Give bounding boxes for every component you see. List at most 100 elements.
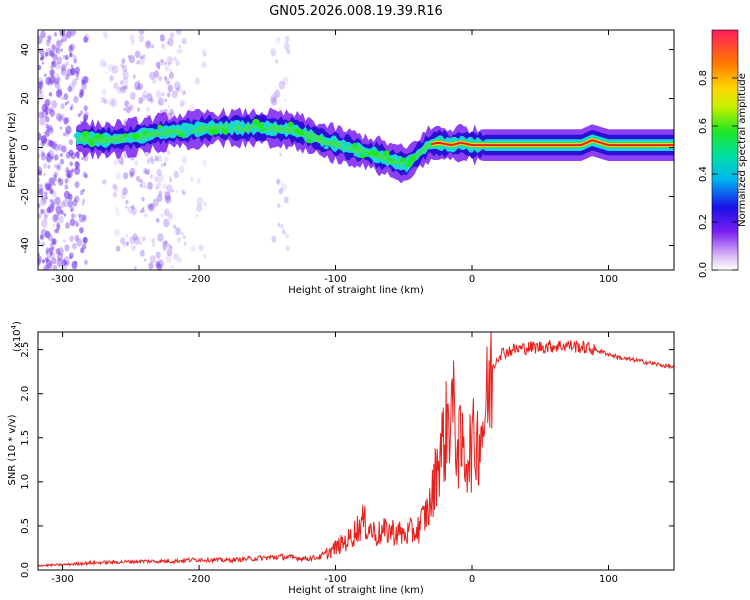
- spectrogram-noise-point: [113, 159, 118, 166]
- spectrogram-noise-point: [43, 99, 50, 109]
- spectrogram-noise-point: [44, 98, 51, 107]
- spectrogram-noise-point: [286, 49, 291, 55]
- spectrogram-noise-point: [44, 73, 47, 77]
- spectrogram-noise-point: [49, 127, 54, 134]
- spectrogram-noise-point: [43, 191, 48, 197]
- spectrogram-noise-point: [178, 44, 181, 48]
- spectrogram-noise-point: [45, 195, 48, 200]
- spectrogram-noise-point: [203, 53, 207, 58]
- spectrogram-noise-point: [39, 48, 45, 57]
- spectrogram-noise-point: [40, 194, 45, 201]
- spectrogram-noise-point: [136, 86, 139, 90]
- spectrogram-ridge-blob: [157, 128, 164, 133]
- spectrogram-noise-point: [76, 223, 79, 227]
- spectrogram-noise-point: [38, 111, 44, 119]
- spectrogram-noise-point: [122, 85, 126, 91]
- spectrogram-noise-point: [67, 100, 70, 104]
- spectrogram-noise-point: [142, 54, 146, 59]
- spectrogram-noise-point: [57, 165, 60, 170]
- colorbar-tick-label: 0.0: [698, 262, 709, 278]
- spectrogram-x-tick-label: -300: [51, 274, 74, 285]
- spectrogram-noise-point: [166, 92, 171, 98]
- spectrogram-noise-point: [51, 198, 55, 203]
- spectrogram-noise-point: [138, 97, 143, 104]
- spectrogram-noise-point: [134, 50, 141, 59]
- spectrogram-noise-point: [138, 34, 145, 43]
- spectrogram-noise-point: [182, 235, 186, 239]
- spectrogram-noise-point: [129, 34, 135, 42]
- spectrogram-noise-point: [77, 113, 81, 118]
- spectrogram-noise-point: [177, 256, 182, 264]
- spectrogram-noise-point: [57, 177, 62, 183]
- spectrogram-noise-point: [64, 102, 68, 106]
- spectrogram-noise-point: [34, 246, 37, 250]
- spectrogram-noise-point: [64, 244, 70, 252]
- spectrogram-noise-point: [33, 238, 37, 243]
- spectrogram-noise-point: [178, 165, 185, 174]
- spectrogram-ridge-blob: [352, 142, 358, 148]
- spectrogram-noise-point: [181, 37, 187, 45]
- spectrogram-ridge-blob: [168, 125, 175, 130]
- spectrogram-ridge-blob: [373, 157, 382, 164]
- spectrogram-noise-point: [45, 138, 52, 148]
- spectrogram-noise-point: [53, 143, 60, 152]
- spectrogram-noise-point: [125, 241, 129, 246]
- spectrogram-noise-point: [143, 167, 148, 174]
- spectrogram-noise-point: [78, 91, 84, 99]
- spectrogram-noise-point: [38, 203, 40, 210]
- spectrogram-noise-point: [173, 252, 179, 261]
- spectrogram-noise-point: [139, 178, 143, 184]
- spectrogram-noise-point: [112, 183, 117, 190]
- spectrogram-noise-point: [81, 82, 87, 91]
- spectrogram-noise-point: [284, 99, 287, 103]
- spectrogram-noise-point: [81, 157, 84, 161]
- spectrogram-noise-point: [181, 156, 188, 164]
- spectrogram-noise-point: [43, 208, 50, 217]
- snr-y-tick-label: 1.0: [20, 474, 31, 490]
- spectrogram-noise-point: [46, 232, 53, 241]
- spectrogram-noise-point: [45, 111, 49, 115]
- spectrogram-noise-point: [33, 115, 37, 120]
- spectrogram-noise-point: [51, 202, 56, 207]
- spectrogram-noise-point: [55, 47, 61, 54]
- spectrogram-noise-point: [169, 108, 174, 116]
- spectrogram-noise-point: [157, 233, 164, 242]
- colorbar-tick-label: 0.2: [698, 214, 709, 230]
- spectrogram-noise-point: [140, 55, 143, 60]
- spectrogram-noise-point: [155, 61, 161, 68]
- spectrogram-noise-point: [69, 255, 73, 260]
- spectrogram-noise-point: [60, 38, 64, 44]
- spectrogram-noise-point: [71, 168, 75, 173]
- spectrogram-ridge-blob: [88, 138, 94, 142]
- spectrogram-noise-point: [144, 168, 149, 175]
- spectrogram-noise-point: [176, 30, 182, 36]
- spectrogram-noise-point: [277, 222, 281, 228]
- spectrogram-noise-point: [137, 79, 141, 84]
- spectrogram-ridge-blob: [73, 132, 81, 139]
- spectrogram-noise-point: [81, 79, 86, 85]
- spectrogram-noise-point: [45, 249, 49, 255]
- spectrogram-y-tick-label: 20: [20, 92, 31, 105]
- spectrogram-noise-point: [63, 117, 69, 125]
- spectrogram-noise-point: [69, 161, 73, 167]
- spectrogram-noise-point: [128, 104, 134, 111]
- spectrogram-noise-point: [34, 138, 37, 142]
- spectrogram-noise-point: [56, 258, 63, 267]
- spectrogram-ridge-blob: [208, 128, 215, 135]
- spectrogram-noise-point: [81, 243, 87, 250]
- spectrogram-noise-point: [52, 264, 58, 270]
- spectrogram-noise-point: [131, 204, 135, 209]
- spectrogram-noise-point: [71, 260, 78, 270]
- spectrogram-noise-point: [134, 160, 138, 166]
- spectrogram-noise-point: [167, 81, 170, 85]
- spectrogram-noise-point: [122, 187, 128, 196]
- spectrogram-noise-point: [278, 80, 286, 90]
- spectrogram-noise-point: [283, 196, 289, 204]
- spectrogram-noise-point: [168, 71, 175, 80]
- spectrogram-noise-point: [60, 64, 66, 72]
- spectrogram-noise-point: [284, 232, 290, 240]
- spectrogram-noise-point: [177, 237, 181, 243]
- spectrogram-noise-point: [38, 132, 42, 141]
- spectrogram-noise-point: [171, 265, 174, 269]
- spectrogram-noise-point: [49, 242, 53, 247]
